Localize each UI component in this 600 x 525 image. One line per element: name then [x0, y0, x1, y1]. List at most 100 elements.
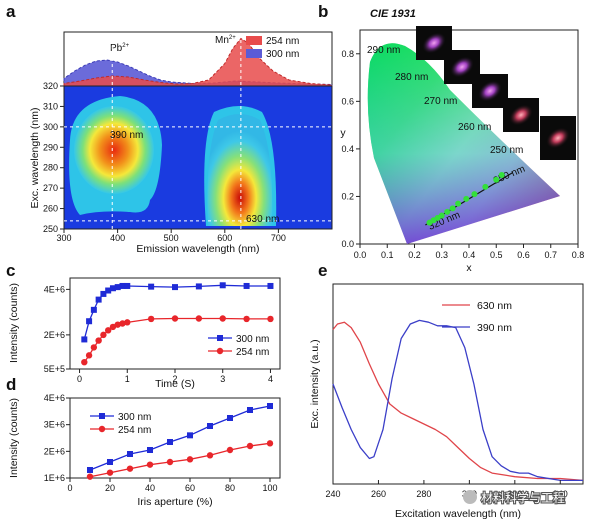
plot-c-marker: [104, 327, 112, 334]
cie-x-tick-label: 0.0: [354, 250, 367, 260]
cie-point: [438, 212, 445, 219]
cie-x-tick-label: 0.3: [435, 250, 448, 260]
heatmap-y-tick-label: 300: [43, 122, 58, 132]
plot-e-x-tick-label: 240: [325, 489, 340, 499]
plot-c-marker: [119, 282, 126, 289]
plot-e-frame: [332, 283, 584, 485]
watermark-text: 材料科学与工程: [481, 490, 565, 505]
plot-c-x-ticks: 0 1 2 3 4: [77, 369, 273, 384]
plot-c-marker: [85, 352, 93, 359]
panel-d: 0 20 40 60 80 100 1E+6 2E+6 3E+6 4E+6 300 nm 254…: [8, 393, 281, 508]
plot-c-y-tick-label: 4E+6: [44, 284, 65, 294]
wl-label-280: 280 nm: [395, 72, 428, 83]
heatmap-x-tick-label: 400: [110, 233, 125, 243]
plot-e-x-tick-label: 340: [553, 489, 568, 499]
plot-d-marker: [187, 432, 193, 439]
cie-point: [449, 205, 456, 212]
plot-c-marker: [124, 319, 131, 326]
legend-d-300-label: 300 nm: [118, 412, 151, 423]
panel-e: 240260280300320340 630 nm 390 nm Excitat…: [309, 283, 584, 520]
cie-x-tick-label: 0.2: [408, 250, 421, 260]
cie-x-tick-label: 0.4: [463, 250, 476, 260]
cie-points: [426, 172, 505, 226]
plot-c-marker: [267, 282, 274, 289]
plot-c-marker: [95, 296, 102, 303]
cie-locus-overlay: [367, 43, 560, 244]
spot-mn-core: [207, 114, 273, 226]
heatmap-y-ticks: 250 260 270 280 290 300 310 320: [43, 81, 64, 234]
cie-x-label: x: [466, 262, 472, 274]
heatmap-x-tick-label: 700: [271, 233, 286, 243]
plot-d-marker: [87, 467, 93, 473]
cie-y-tick-label: 0.4: [341, 144, 354, 154]
heatmap-x-tick-label: 500: [164, 233, 179, 243]
cie-y-label: y: [340, 127, 346, 139]
cie-point: [482, 183, 489, 190]
legend-label-300: 300 nm: [266, 49, 299, 60]
annotation-630nm: 630 nm: [246, 214, 279, 225]
legend-label-254: 254 nm: [266, 36, 299, 47]
legend-swatch-300: [246, 49, 262, 58]
plot-d-x-ticks: 0 20 40 60 80 100: [67, 478, 278, 493]
plot-c-y-ticks: 5E+5 2E+6 4E+6: [44, 284, 70, 374]
legend-d-300-marker: [99, 413, 105, 419]
cie-point: [455, 200, 462, 207]
plot-e-x-tick-label: 260: [371, 489, 386, 499]
wl-label-250a: 250 nm: [490, 145, 523, 156]
panel-label-e: e: [318, 261, 327, 280]
plot-d-x-label: Iris aperture (%): [137, 496, 212, 508]
plot-d-x-tick-label: 40: [145, 483, 155, 493]
plot-c-marker: [109, 323, 117, 331]
plot-c-marker: [100, 331, 107, 339]
cie-x-tick-label: 0.6: [517, 250, 530, 260]
plot-c-marker: [95, 337, 102, 344]
plot-c-marker: [147, 315, 155, 323]
panel-label-c: c: [6, 261, 15, 280]
cie-title: CIE 1931: [370, 8, 416, 20]
plot-d-x-tick-label: 80: [225, 483, 235, 493]
plot-c-marker: [90, 306, 97, 313]
cie-x-tick-label: 0.1: [381, 250, 394, 260]
plot-d-x-tick-label: 60: [185, 483, 195, 493]
plot-c-x-label: Time (S): [155, 378, 195, 390]
cie-point: [463, 195, 470, 202]
plot-c-marker: [81, 358, 88, 366]
legend-e-390-label: 390 nm: [477, 322, 512, 334]
plot-c-marker: [124, 282, 131, 289]
plot-e-series: [332, 319, 584, 482]
legend-e-630-label: 630 nm: [477, 300, 512, 312]
cie-y-tick-label: 0.0: [341, 239, 354, 249]
panel-label-b: b: [318, 2, 328, 21]
plot-c-marker: [100, 290, 107, 297]
plot-c-marker: [172, 284, 178, 291]
plot-d-marker: [127, 451, 133, 457]
watermark: 材料科学与工程: [463, 489, 566, 506]
plot-d-marker: [186, 456, 194, 463]
plot-d-marker: [167, 439, 173, 445]
plot-d-marker: [247, 407, 253, 413]
plot-d-marker: [226, 446, 234, 454]
plot-d-y-tick-label: 1E+6: [44, 473, 65, 483]
plot-d-y-label: Intensity (counts): [8, 398, 20, 478]
plot-c-legend: 300 nm 254 nm: [208, 334, 269, 358]
plot-d-line-300nm: [89, 405, 271, 471]
plot-d-x-tick-label: 100: [262, 483, 277, 493]
plot-d-x-tick-label: 20: [105, 483, 115, 493]
cie-point: [444, 208, 451, 215]
legend-c-300-label: 300 nm: [236, 334, 269, 345]
photo-insets: [416, 26, 576, 160]
plot-d-marker: [146, 461, 154, 468]
heatmap-y-tick-label: 270: [43, 183, 58, 193]
plot-c-marker: [114, 284, 121, 291]
heatmap-y-tick-label: 260: [43, 204, 58, 214]
plot-c-x-tick-label: 4: [268, 374, 273, 384]
plot-c-marker: [219, 315, 226, 322]
photo-glow-1: [422, 32, 446, 54]
legend-c-300-marker: [217, 335, 223, 341]
plot-c-marker: [90, 344, 98, 351]
plot-c-x-tick-label: 3: [220, 374, 225, 384]
plot-d-x-tick-label: 0: [67, 483, 72, 493]
plot-c-x-tick-label: 2: [172, 374, 177, 384]
photo-glow-4: [509, 104, 533, 126]
